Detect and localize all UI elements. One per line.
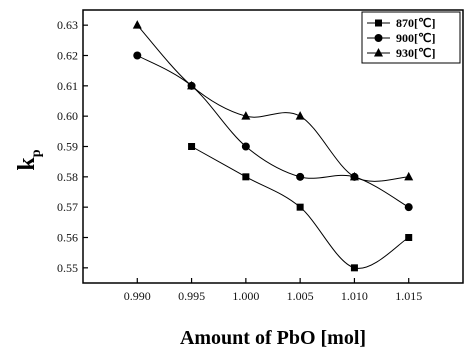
y-axis-title: kp (14, 149, 44, 170)
y-tick-label: 0.56 (57, 231, 78, 245)
y-tick-label: 0.55 (57, 261, 78, 275)
legend-label: 870[℃] (396, 16, 435, 30)
series-triangle (132, 20, 414, 182)
data-point-square (405, 234, 413, 241)
y-axis-title-subscript: p (29, 149, 44, 157)
legend-entry: 930[℃] (367, 46, 435, 60)
data-point-triangle (241, 111, 251, 120)
legend-marker-triangle (374, 48, 383, 57)
legend-entry: 900[℃] (367, 31, 435, 45)
x-tick-label: 0.990 (124, 289, 151, 303)
data-point-triangle (295, 111, 305, 120)
data-point-square (350, 264, 358, 272)
x-axis: 0.990 0.995 1.000 1.005 1.010 1.015 (124, 278, 422, 303)
x-tick-label: 1.005 (287, 289, 314, 303)
data-point-circle (241, 142, 250, 151)
legend-label: 900[℃] (396, 31, 435, 45)
data-point-triangle (132, 20, 142, 29)
y-tick-label: 0.59 (57, 140, 78, 154)
y-tick-label: 0.58 (57, 170, 78, 184)
series-square (188, 143, 413, 272)
legend-entry: 870[℃] (367, 16, 435, 30)
y-tick-label: 0.62 (57, 49, 78, 63)
data-point-square (242, 173, 250, 181)
x-tick-label: 0.995 (178, 289, 205, 303)
data-point-triangle (404, 171, 414, 181)
x-tick-label: 1.000 (232, 289, 259, 303)
y-tick-label: 0.63 (57, 18, 78, 32)
data-point-circle (296, 172, 305, 181)
y-axis-title-main: k (14, 157, 40, 171)
x-tick-label: 1.010 (341, 289, 368, 303)
legend-marker-circle (374, 34, 383, 42)
legend-label: 930[℃] (396, 46, 435, 60)
legend-marker-square (375, 19, 382, 27)
data-point-square (188, 143, 196, 150)
y-tick-label: 0.57 (57, 200, 78, 214)
y-tick-label: 0.61 (57, 79, 78, 93)
x-axis-title: Amount of PbO [mol] (180, 327, 366, 349)
data-point-circle (404, 203, 413, 212)
series-line (137, 55, 409, 208)
series-circle (133, 51, 413, 212)
y-axis: 0.55 0.56 0.57 0.58 0.59 0.60 0.61 0.62 0.63 (57, 18, 88, 275)
data-point-triangle (187, 80, 197, 90)
data-point-circle (133, 51, 142, 60)
series-layer (132, 20, 414, 272)
data-point-square (296, 203, 304, 211)
data-point-triangle (349, 171, 359, 181)
legend: 870[℃]900[℃]930[℃] (361, 11, 461, 64)
x-tick-label: 1.015 (395, 289, 422, 303)
y-tick-label: 0.60 (57, 109, 78, 123)
